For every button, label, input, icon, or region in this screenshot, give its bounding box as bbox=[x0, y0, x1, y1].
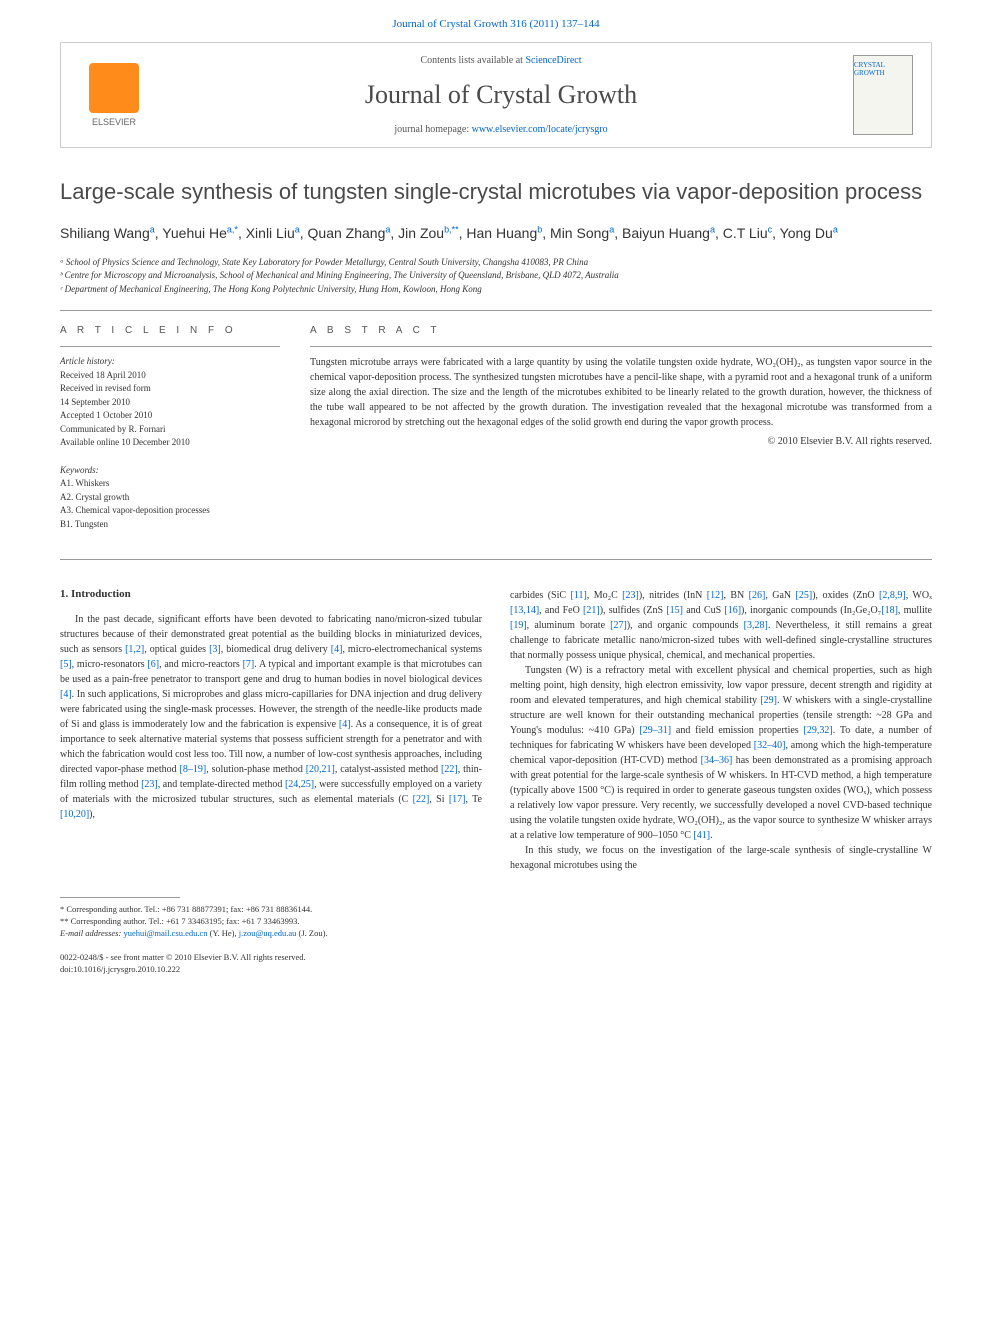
doi-block: 0022-0248/$ - see front matter © 2010 El… bbox=[60, 952, 932, 976]
citation-link[interactable]: [12] bbox=[707, 590, 724, 601]
front-matter-line: 0022-0248/$ - see front matter © 2010 El… bbox=[60, 952, 932, 964]
elsevier-logo: ELSEVIER bbox=[79, 55, 149, 135]
citation-link[interactable]: [11] bbox=[570, 590, 586, 601]
cover-label: CRYSTAL GROWTH bbox=[854, 62, 908, 77]
citation-link[interactable]: [8–19] bbox=[180, 764, 207, 775]
paragraph-3: Tungsten (W) is a refractory metal with … bbox=[510, 663, 932, 843]
keywords-block: Keywords: A1. Whiskers A2. Crystal growt… bbox=[60, 464, 280, 532]
citation-link[interactable]: [10,20] bbox=[60, 809, 89, 820]
right-column: carbides (SiC [11], Mo₂C [23]), nitrides… bbox=[510, 588, 932, 873]
divider-2 bbox=[60, 559, 932, 560]
elsevier-tree-icon bbox=[89, 63, 139, 113]
citation-link[interactable]: [29] bbox=[760, 695, 777, 706]
footnote-1: * Corresponding author. Tel.: +86 731 88… bbox=[60, 904, 480, 916]
citation-link[interactable]: [16] bbox=[724, 605, 741, 616]
citation-link[interactable]: [20,21] bbox=[306, 764, 335, 775]
footnotes: * Corresponding author. Tel.: +86 731 88… bbox=[60, 897, 480, 940]
doi-line: doi:10.1016/j.jcrysgro.2010.10.222 bbox=[60, 964, 932, 976]
paragraph-1: In the past decade, significant efforts … bbox=[60, 612, 482, 822]
abstract-heading: A B S T R A C T bbox=[310, 325, 932, 336]
contents-line: Contents lists available at ScienceDirec… bbox=[149, 55, 853, 66]
citation-link[interactable]: [21] bbox=[583, 605, 600, 616]
citation-link[interactable]: [13,14] bbox=[510, 605, 539, 616]
citation-link[interactable]: [18] bbox=[881, 605, 898, 616]
citation-link[interactable]: [34–36] bbox=[701, 755, 733, 766]
abstract-copyright: © 2010 Elsevier B.V. All rights reserved… bbox=[310, 434, 932, 449]
left-column: 1. Introduction In the past decade, sign… bbox=[60, 588, 482, 873]
homepage-link[interactable]: www.elsevier.com/locate/jcrysgro bbox=[472, 124, 608, 135]
footnote-2: ** Corresponding author. Tel.: +61 7 334… bbox=[60, 916, 480, 928]
citation-link[interactable]: [5] bbox=[60, 659, 72, 670]
history-label: Article history: bbox=[60, 356, 115, 366]
affiliations: ᵃ School of Physics Science and Technolo… bbox=[60, 256, 932, 297]
affiliation-c: ᶜ Department of Mechanical Engineering, … bbox=[60, 283, 932, 297]
email-link-1[interactable]: yuehui@mail.csu.edu.cn bbox=[123, 928, 207, 938]
journal-cover-thumb: CRYSTAL GROWTH bbox=[853, 55, 913, 135]
body-text-right: carbides (SiC [11], Mo₂C [23]), nitrides… bbox=[510, 588, 932, 873]
footnote-rule bbox=[60, 897, 180, 898]
citation-link[interactable]: [26] bbox=[749, 590, 766, 601]
article-title: Large-scale synthesis of tungsten single… bbox=[60, 178, 932, 207]
info-abstract-row: A R T I C L E I N F O Article history: R… bbox=[60, 325, 932, 545]
affiliation-a: ᵃ School of Physics Science and Technolo… bbox=[60, 256, 932, 270]
masthead-center: Contents lists available at ScienceDirec… bbox=[149, 55, 853, 135]
citation-link[interactable]: [29,32] bbox=[804, 725, 833, 736]
footnote-emails: E-mail addresses: yuehui@mail.csu.edu.cn… bbox=[60, 928, 480, 940]
body-text-left: In the past decade, significant efforts … bbox=[60, 612, 482, 822]
citation-link[interactable]: [2,8,9] bbox=[879, 590, 906, 601]
article-info-heading: A R T I C L E I N F O bbox=[60, 325, 280, 336]
journal-masthead: ELSEVIER Contents lists available at Sci… bbox=[60, 42, 932, 148]
email-link-2[interactable]: j.zou@uq.edu.au bbox=[239, 928, 297, 938]
article-history: Article history: Received 18 April 2010 … bbox=[60, 346, 280, 450]
citation-link[interactable]: [24,25] bbox=[285, 779, 314, 790]
divider bbox=[60, 310, 932, 311]
citation-link[interactable]: [6] bbox=[147, 659, 159, 670]
paragraph-2: carbides (SiC [11], Mo₂C [23]), nitrides… bbox=[510, 588, 932, 663]
citation-link[interactable]: [22] bbox=[413, 794, 430, 805]
citation-link[interactable]: [29–31] bbox=[639, 725, 671, 736]
citation-link[interactable]: [4] bbox=[339, 719, 351, 730]
citation-link[interactable]: [3,28] bbox=[744, 620, 768, 631]
citation-link[interactable]: [25] bbox=[796, 590, 813, 601]
citation-link[interactable]: [1,2] bbox=[125, 644, 144, 655]
citation-link[interactable]: [3] bbox=[209, 644, 221, 655]
author-list: Shiliang Wanga, Yuehui Hea,*, Xinli Liua… bbox=[60, 223, 932, 244]
citation-link[interactable]: [15] bbox=[666, 605, 683, 616]
elsevier-label: ELSEVIER bbox=[92, 117, 136, 127]
homepage-line: journal homepage: www.elsevier.com/locat… bbox=[149, 124, 853, 135]
sciencedirect-link[interactable]: ScienceDirect bbox=[525, 55, 581, 66]
affiliation-b: ᵇ Centre for Microscopy and Microanalysi… bbox=[60, 269, 932, 283]
citation-link[interactable]: [19] bbox=[510, 620, 527, 631]
abstract-text: Tungsten microtube arrays were fabricate… bbox=[310, 346, 932, 449]
section-1-heading: 1. Introduction bbox=[60, 588, 482, 600]
article-info-col: A R T I C L E I N F O Article history: R… bbox=[60, 325, 280, 545]
citation-link[interactable]: [17] bbox=[449, 794, 466, 805]
citation-link[interactable]: [32–40] bbox=[754, 740, 786, 751]
citation-link[interactable]: [7] bbox=[243, 659, 255, 670]
keywords-label: Keywords: bbox=[60, 465, 99, 475]
citation-link[interactable]: [4] bbox=[60, 689, 72, 700]
paragraph-4: In this study, we focus on the investiga… bbox=[510, 843, 932, 873]
citation-link[interactable]: [23] bbox=[141, 779, 158, 790]
citation-link[interactable]: [41] bbox=[693, 830, 710, 841]
journal-title: Journal of Crystal Growth bbox=[149, 80, 853, 110]
citation-link[interactable]: [27] bbox=[610, 620, 627, 631]
citation-link[interactable]: [4] bbox=[331, 644, 343, 655]
abstract-col: A B S T R A C T Tungsten microtube array… bbox=[310, 325, 932, 545]
citation-link[interactable]: [23] bbox=[622, 590, 639, 601]
body-columns: 1. Introduction In the past decade, sign… bbox=[60, 588, 932, 873]
running-header: Journal of Crystal Growth 316 (2011) 137… bbox=[0, 0, 992, 42]
citation-link[interactable]: [22] bbox=[441, 764, 458, 775]
citation-text: Journal of Crystal Growth 316 (2011) 137… bbox=[392, 18, 599, 30]
